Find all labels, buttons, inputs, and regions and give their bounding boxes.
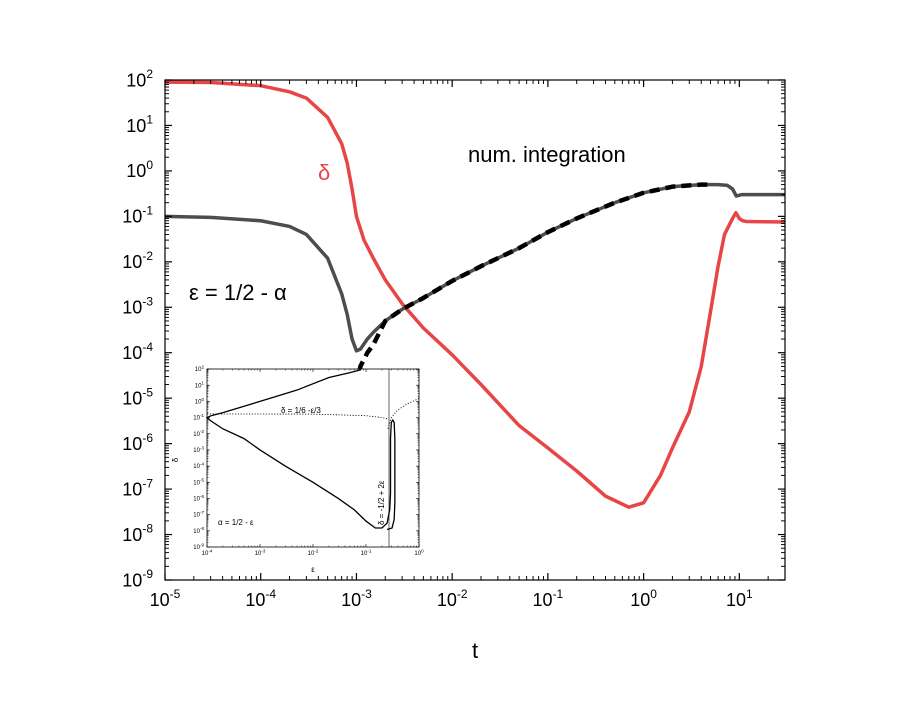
main-x-tick-label: 100: [630, 587, 657, 610]
inset-y-tick-label: 100: [195, 397, 205, 406]
inset-background: [207, 369, 419, 547]
main-y-tick-label: 10-2: [122, 249, 153, 272]
inset-y-tick-label: 10-7: [193, 510, 204, 519]
inset-y-tick-label: 10-8: [193, 526, 204, 535]
inset-curve1-annotation: δ = 1/6 -ε/3: [281, 406, 321, 415]
delta-annotation: δ: [318, 160, 330, 185]
inset-y-tick-label: 102: [195, 364, 205, 373]
inset-x-tick-label: 10-1: [361, 548, 372, 557]
inset-y-axis-label: δ: [171, 457, 180, 462]
inset-x-tick-label: 10-3: [255, 548, 266, 557]
inset-y-tick-label: 101: [195, 381, 205, 390]
inset-x-tick-label: 10-4: [202, 548, 213, 557]
series-line-2: [352, 182, 711, 403]
inset-x-tick-label: 10-2: [308, 548, 319, 557]
inset-y-tick-label: 10-5: [193, 478, 204, 487]
x-axis-label: t: [472, 638, 478, 663]
main-series-group: [164, 80, 786, 509]
inset-y-tick-label: 10-9: [193, 542, 204, 551]
inset-ticks-group: 10-4 10-3 10-2 10-1 100 102 101 100 10-1 10-2 10-3…: [193, 364, 424, 557]
inset-y-tick-label: 10-3: [193, 445, 204, 454]
inset-series-line-2: [387, 398, 420, 429]
main-x-tick-label: 10-5: [150, 587, 181, 610]
epsilon-annotation: ε = 1/2 - α: [189, 280, 287, 305]
inset-series-group: [205, 369, 420, 531]
main-x-tick-label: 10-2: [437, 587, 468, 610]
inset-series-line-0: [205, 369, 396, 531]
main-y-tick-label: 10-3: [122, 294, 153, 317]
inset-y-tick-label: 10-4: [193, 461, 204, 470]
main-y-tick-label: 100: [126, 158, 153, 181]
main-y-tick-label: 101: [126, 113, 153, 136]
plot-frame: [164, 79, 786, 581]
main-y-tick-label: 10-6: [122, 431, 153, 454]
inset-y-tick-label: 10-6: [193, 494, 204, 503]
main-y-tick-label: 10-8: [122, 522, 153, 545]
main-y-tick-label: 102: [126, 67, 153, 90]
main-y-tick-label: 10-4: [122, 340, 153, 363]
main-y-tick-label: 10-5: [122, 385, 153, 408]
inset-alpha-annotation: α = 1/2 - ε: [218, 518, 254, 527]
inset-series-line-1: [206, 413, 388, 420]
series-line-0: [164, 80, 786, 509]
inset-curve2-annotation: δ = -1/2 + 2ε: [377, 480, 386, 525]
num-integration-annotation: num. integration: [468, 142, 626, 167]
main-x-tick-label: 10-4: [245, 587, 276, 610]
inset-x-axis-label: ε: [311, 565, 315, 574]
inset-y-tick-label: 10-2: [193, 429, 204, 438]
main-x-tick-label: 10-1: [533, 587, 564, 610]
inset-y-tick-label: 10-1: [193, 413, 204, 422]
main-y-tick-label: 10-9: [122, 567, 153, 590]
main-x-tick-label: 10-3: [341, 587, 372, 610]
main-y-tick-label: 10-7: [122, 476, 153, 499]
main-y-tick-label: 10-1: [122, 204, 153, 227]
main-ticks-group: 10-5 10-4 10-3 10-2 10-1 100 10110210110010-11…: [122, 67, 786, 610]
main-x-tick-label: 101: [726, 587, 753, 610]
inset-x-tick-label: 100: [414, 548, 424, 557]
